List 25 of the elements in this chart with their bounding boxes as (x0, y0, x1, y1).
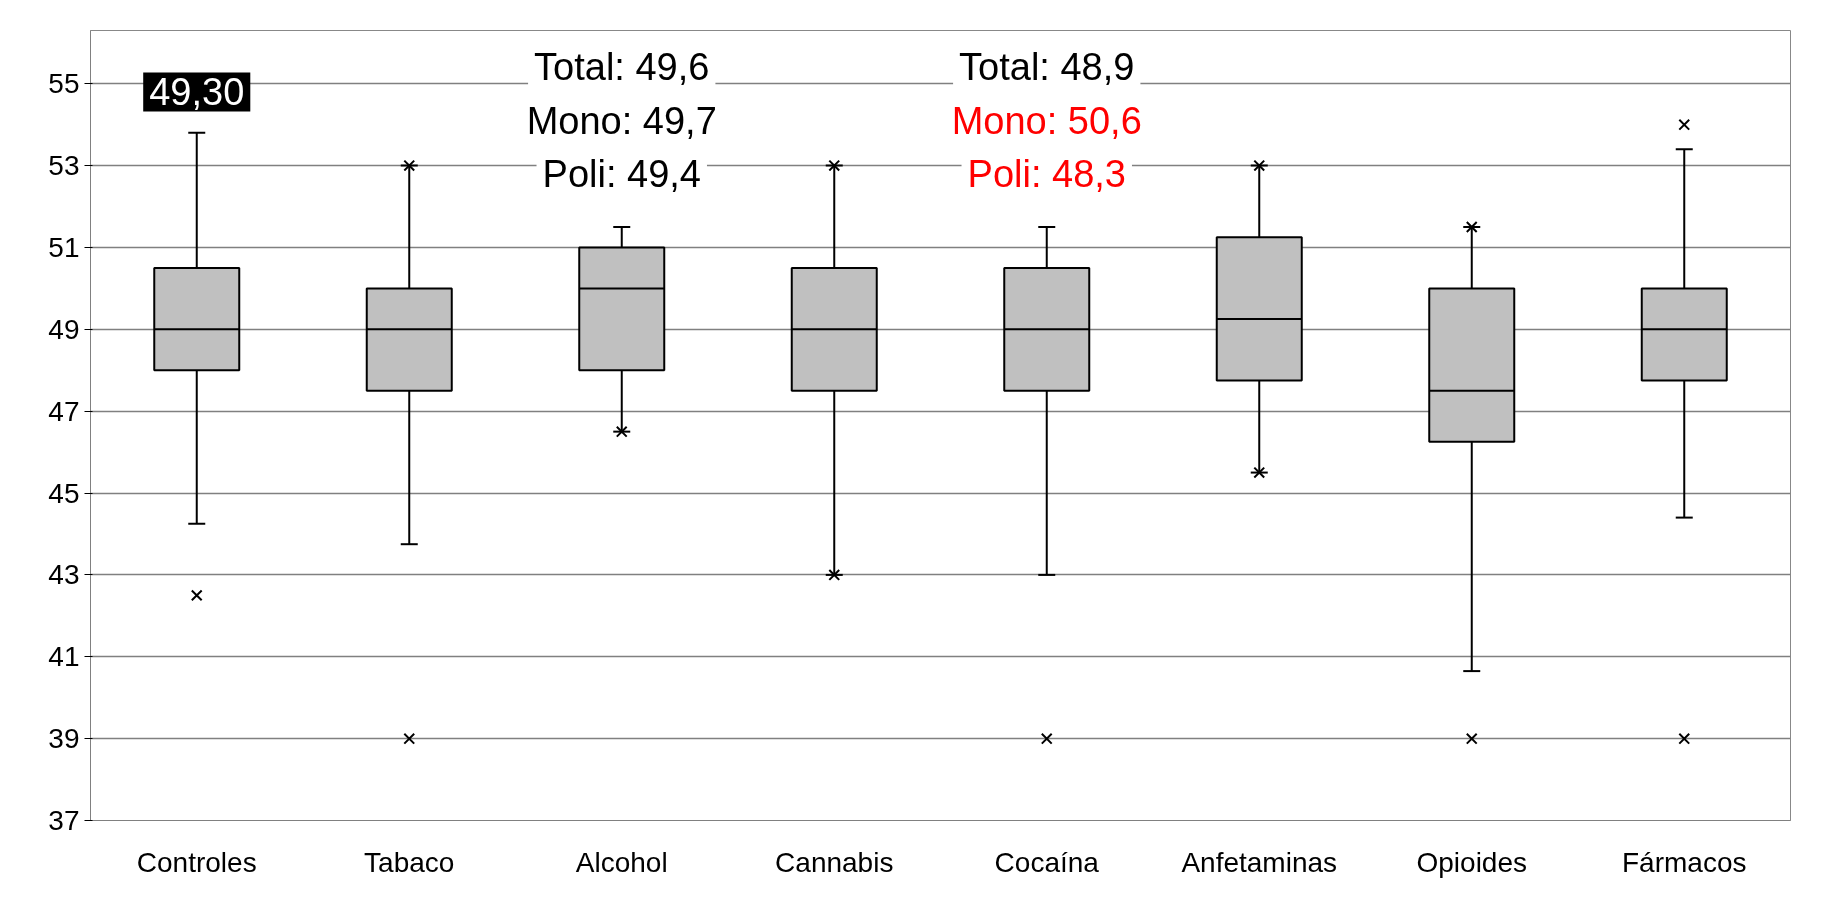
annotation: Mono: 49,7 (526, 99, 717, 142)
y-tick-label: 47 (48, 395, 80, 427)
annotation: Poli: 49,4 (542, 152, 701, 195)
x-tick-label: Controles (136, 846, 257, 878)
x-tick-label: Anfetaminas (1181, 846, 1338, 878)
y-tick-label: 41 (48, 641, 80, 673)
annotation: Mono: 50,6 (951, 99, 1142, 142)
y-tick-label: 37 (48, 805, 80, 836)
x-tick-label: Tabaco (364, 846, 455, 878)
annotation: 49,30 (149, 71, 245, 114)
x-tick-label: Cocaína (994, 846, 1100, 878)
y-tick-label: 53 (48, 150, 80, 182)
x-tick-label: Opioides (1416, 846, 1528, 878)
x-tick-label: Cannabis (775, 846, 894, 878)
y-tick-label: 45 (48, 477, 80, 509)
y-tick-label: 51 (48, 231, 80, 263)
annotation: Total: 48,9 (959, 46, 1135, 89)
y-tick-label: 55 (48, 68, 80, 100)
y-tick-label: 43 (48, 559, 80, 591)
x-tick-label: Fármacos (1622, 846, 1747, 878)
y-tick-label: 49 (48, 313, 80, 345)
x-tick-label: Alcohol (575, 846, 668, 878)
y-tick-label: 39 (48, 723, 80, 755)
annotation: Poli: 48,3 (967, 152, 1126, 195)
annotation: Total: 49,6 (534, 46, 710, 89)
